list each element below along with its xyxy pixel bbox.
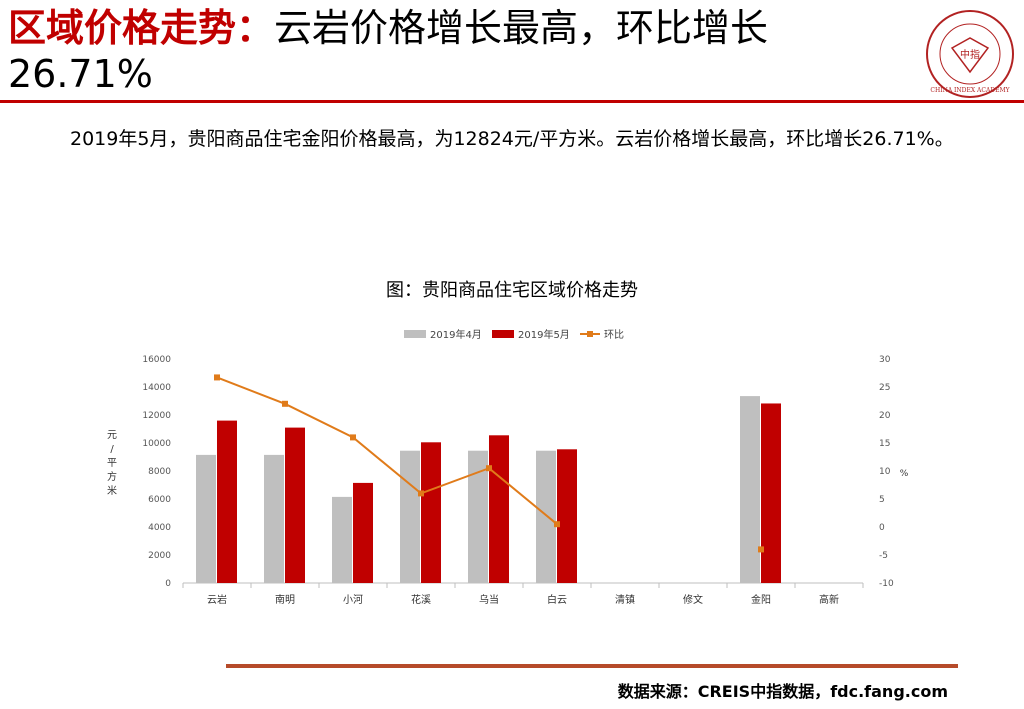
svg-text:CHINA INDEX ACADEMY: CHINA INDEX ACADEMY — [930, 87, 1010, 94]
y-tick-label: 16000 — [142, 355, 171, 365]
bar-apr — [740, 396, 760, 583]
data-source: 数据来源：CREIS中指数据，fdc.fang.com — [617, 682, 948, 701]
bar-may — [353, 482, 373, 583]
y-tick-label: 2000 — [148, 551, 171, 561]
y-axis-label-char: 方 — [107, 470, 117, 483]
bar-may — [557, 449, 577, 583]
y-tick-label: 12000 — [142, 411, 171, 421]
page-title-line2: 26.71% — [8, 52, 153, 96]
x-tick-label: 云岩 — [207, 593, 227, 606]
legend-label-apr: 2019年4月 — [430, 328, 482, 341]
footer-divider — [226, 664, 958, 668]
legend-label-may: 2019年5月 — [518, 328, 570, 341]
legend-swatch-apr — [404, 330, 426, 338]
bar-may — [421, 442, 441, 583]
y-axis-label-char: 米 — [107, 484, 117, 497]
mom-point — [282, 400, 288, 407]
bar-apr — [264, 454, 284, 583]
header-divider — [0, 100, 1024, 103]
x-tick-label: 白云 — [547, 593, 567, 606]
y2-tick-label: 15 — [879, 439, 890, 449]
y2-axis-label: % — [900, 469, 909, 479]
x-tick-label: 花溪 — [411, 593, 431, 606]
y2-tick-label: 25 — [879, 383, 890, 393]
legend-swatch-may — [492, 330, 514, 338]
mom-point — [486, 465, 492, 472]
page-title-rest: 云岩价格增长最高，环比增长 — [274, 6, 769, 50]
bar-apr — [332, 496, 352, 583]
y-tick-label: 14000 — [142, 383, 171, 393]
mom-point — [214, 374, 220, 381]
y-tick-label: 6000 — [148, 495, 171, 505]
bar-may — [285, 427, 305, 583]
svg-text:中指: 中指 — [960, 48, 980, 61]
chart-title: 图：贵阳商品住宅区域价格走势 — [386, 280, 638, 301]
bar-may — [489, 435, 509, 583]
china-index-academy-logo: 中指 CHINA INDEX ACADEMY — [926, 10, 1014, 98]
y2-tick-label: -5 — [879, 551, 888, 561]
y-tick-label: 0 — [165, 579, 171, 589]
bar-apr — [468, 450, 488, 583]
y2-tick-label: 20 — [879, 411, 891, 421]
y-axis-label-char: 平 — [107, 458, 117, 469]
y2-tick-label: 0 — [879, 523, 885, 533]
x-tick-label: 金阳 — [751, 593, 771, 606]
y-tick-label: 8000 — [148, 467, 171, 477]
summary-text: 2019年5月，贵阳商品住宅金阳价格最高，为12824元/平方米。云岩价格增长最… — [70, 128, 954, 150]
mom-point — [350, 434, 356, 441]
y-axis-label-char: / — [110, 444, 114, 455]
mom-point — [554, 521, 560, 528]
bar-apr — [536, 450, 556, 583]
mom-point — [758, 546, 764, 553]
bar-may — [761, 403, 781, 583]
y2-tick-label: 10 — [879, 467, 891, 477]
x-tick-label: 南明 — [275, 593, 295, 606]
x-tick-label: 高新 — [819, 593, 839, 606]
page-title: 区域价格走势：云岩价格增长最高，环比增长 — [8, 6, 908, 58]
x-tick-label: 修文 — [683, 593, 703, 606]
bar-may — [217, 420, 237, 583]
y-axis-label-char: 元 — [107, 430, 117, 441]
x-tick-label: 小河 — [343, 594, 363, 606]
mom-point — [418, 490, 424, 497]
y2-tick-label: 30 — [879, 355, 891, 365]
mom-line — [216, 376, 558, 525]
y-tick-label: 10000 — [142, 439, 171, 449]
legend-label-mom: 环比 — [604, 329, 624, 341]
legend-marker-mom — [587, 331, 593, 337]
y2-tick-label: 5 — [879, 495, 885, 505]
page-title-highlight: 区域价格走势： — [8, 6, 275, 50]
bar-apr — [400, 450, 420, 583]
bar-apr — [196, 454, 216, 583]
x-tick-label: 乌当 — [479, 593, 499, 606]
y-tick-label: 4000 — [148, 523, 171, 533]
y2-tick-label: -10 — [879, 579, 894, 589]
x-tick-label: 清镇 — [615, 593, 635, 606]
